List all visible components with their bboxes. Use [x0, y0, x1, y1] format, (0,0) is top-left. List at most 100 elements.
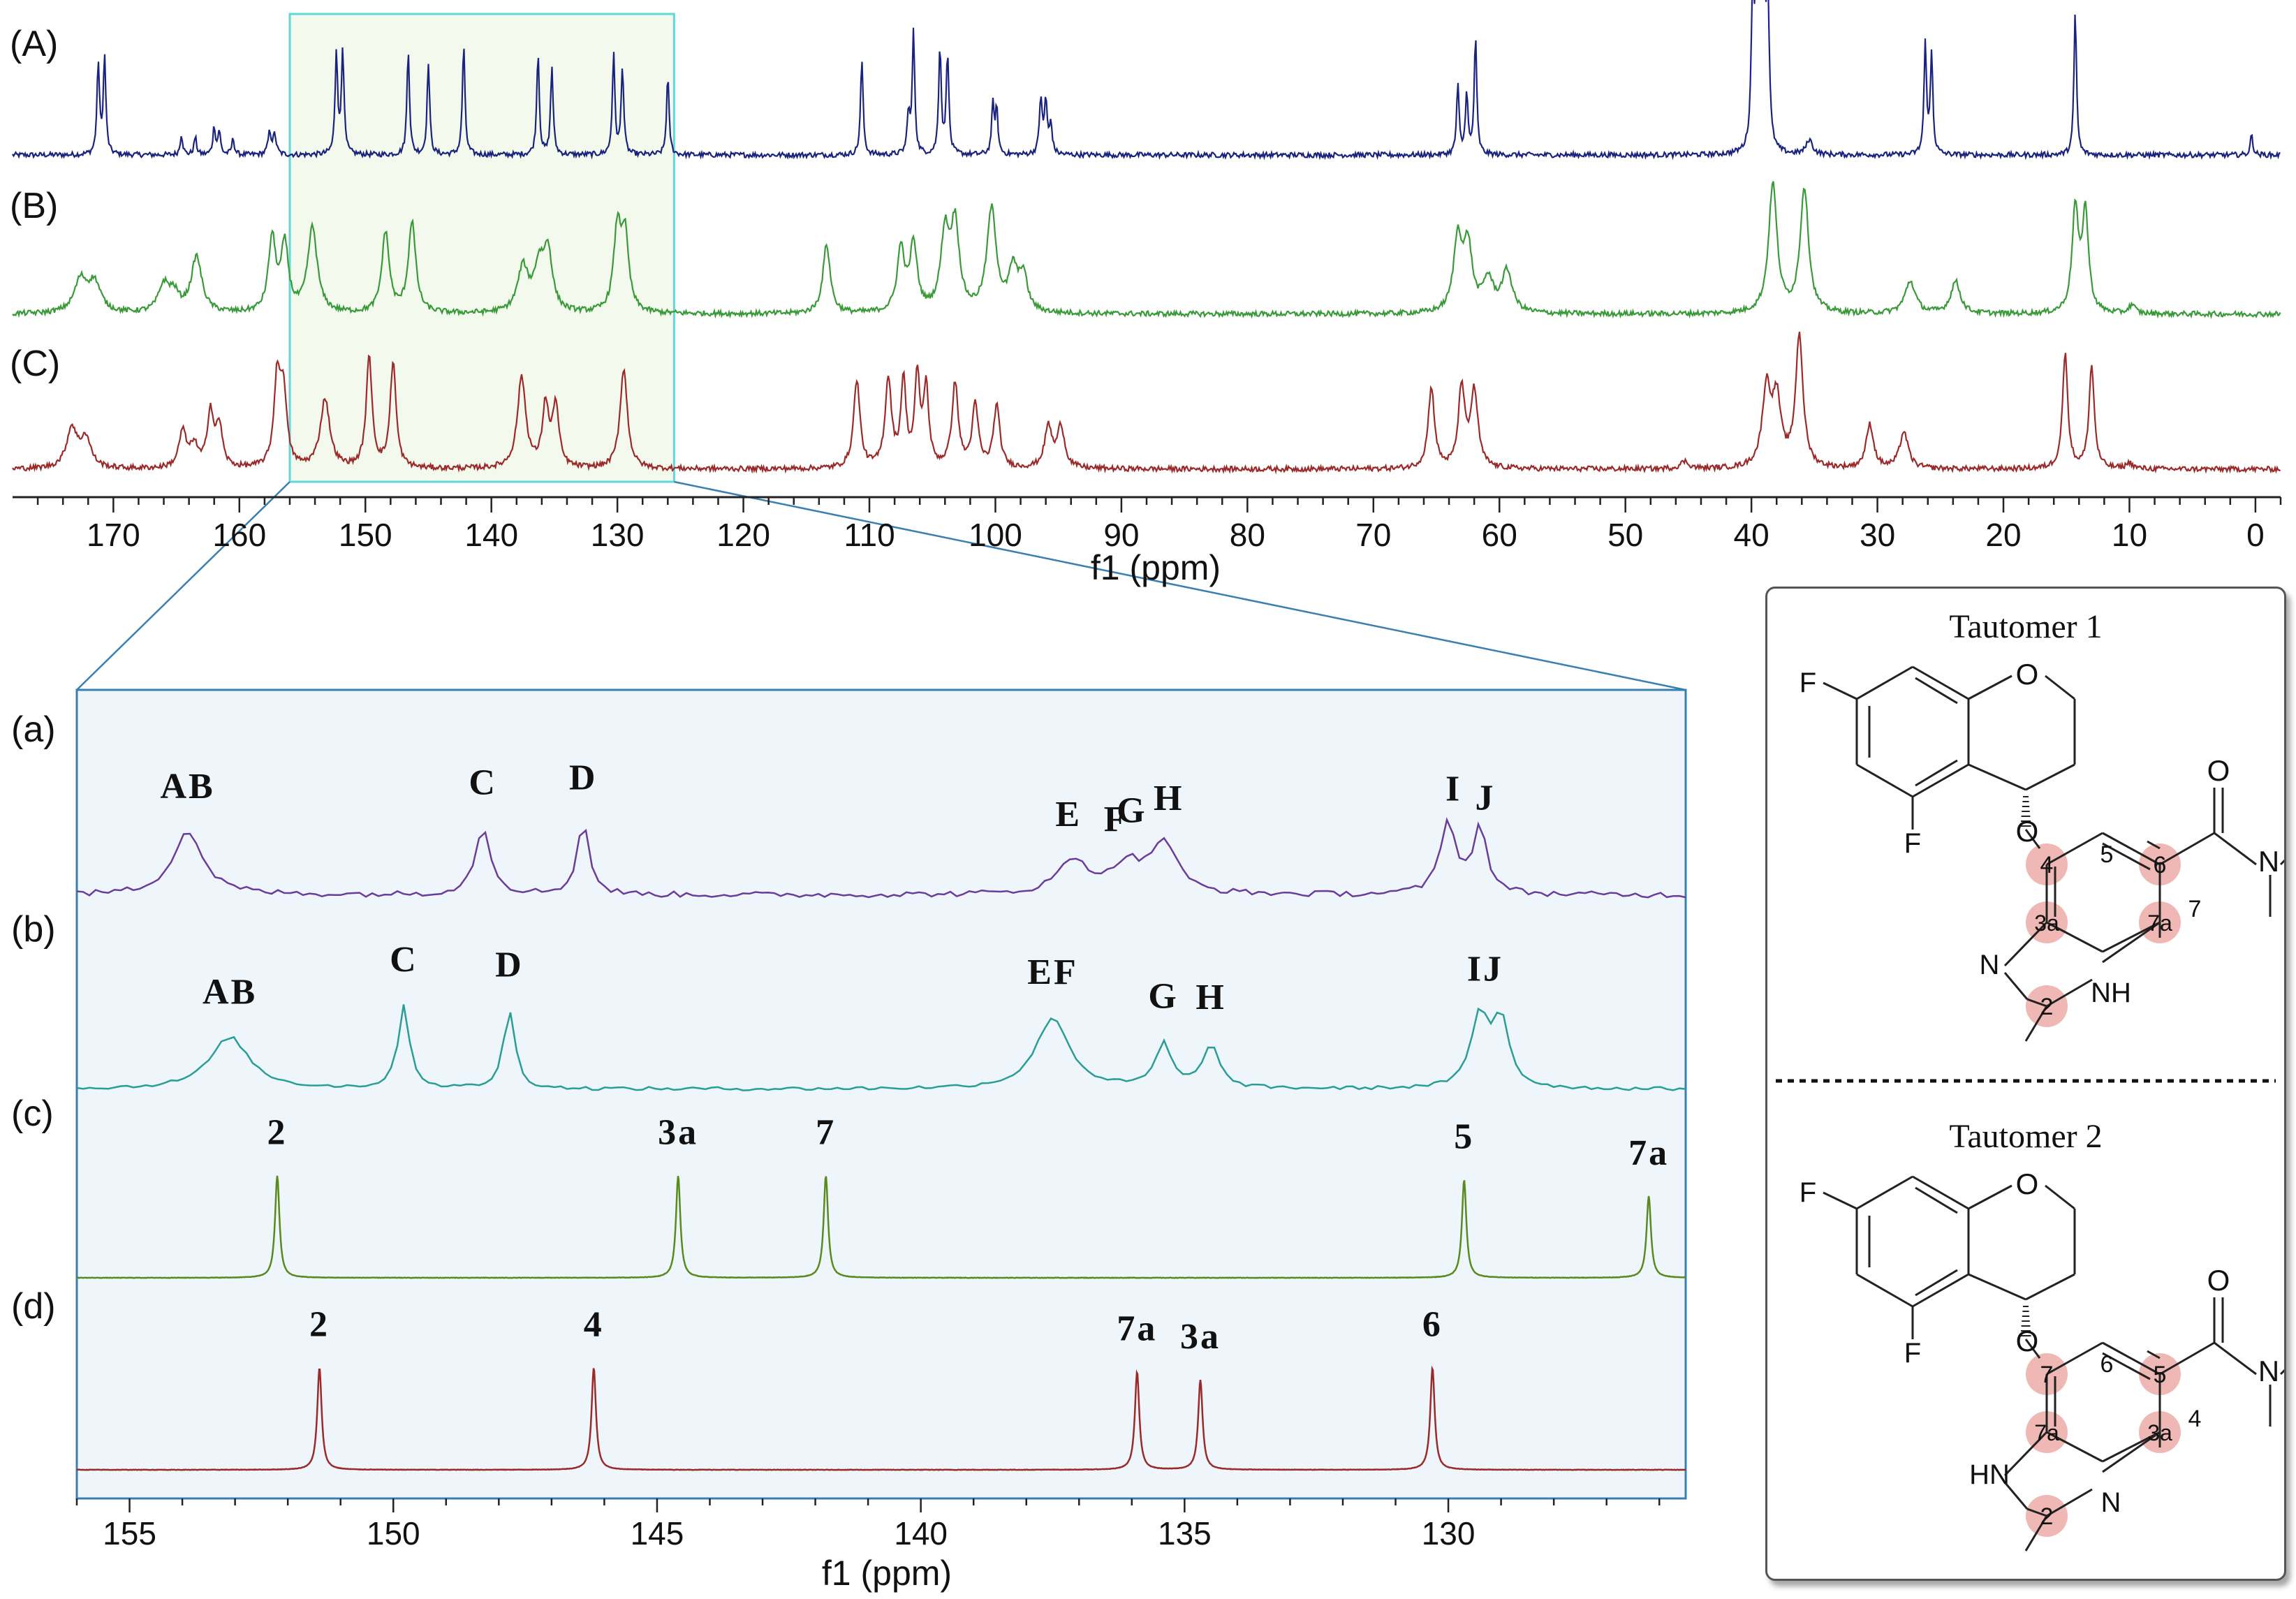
top-axis-tick-label: 100: [969, 517, 1022, 553]
bond: [2046, 832, 2103, 866]
bond: [1915, 759, 1958, 787]
top-axis-tick-label: 110: [844, 517, 895, 553]
peak-label: H: [1154, 779, 1184, 818]
bond: [1968, 675, 2012, 700]
nitrogen-label: N: [2101, 1487, 2121, 1518]
oxygen-label: O: [2016, 1325, 2039, 1357]
atom-number: 7: [2040, 1362, 2054, 1388]
bond: [1968, 763, 2026, 791]
zoom-trace-label-4: (d): [11, 1286, 56, 1327]
bond: [1856, 665, 1913, 700]
bond: [2102, 1352, 2151, 1380]
bond: [1912, 1273, 1969, 1308]
peak-label: D: [495, 945, 524, 985]
atom-number: 4: [2188, 1406, 2202, 1432]
bond: [1856, 1273, 1913, 1308]
atom-number: 2: [2040, 994, 2054, 1020]
nh-label: NH: [2091, 978, 2131, 1008]
top-spectra-group: (A) (B) (C): [10, 0, 2281, 475]
tautomer-2-structure: F O F O O N HN N 7 6 5 7a 3a 4 2: [1800, 1167, 2284, 1552]
peak-label: F: [1104, 800, 1128, 839]
bond: [2046, 1341, 2103, 1376]
peak-label: 3a: [1180, 1317, 1221, 1357]
peak-label: G: [1117, 790, 1147, 830]
peak-label: E: [1055, 795, 1082, 834]
tautomer-1-title: Tautomer 1: [1949, 608, 2102, 645]
top-axis-tick-label: 90: [1103, 517, 1139, 553]
peak-label: I: [1445, 769, 1462, 809]
zoom-x-axis-title: f1 (ppm): [822, 1554, 952, 1593]
spectrum-label-3: (C): [10, 344, 60, 384]
zoom-axis-tick-label: 140: [894, 1515, 948, 1552]
zoom-trace-label-3: (c): [11, 1093, 54, 1134]
spectrum-label-2: (B): [10, 186, 58, 226]
bond: [2003, 1431, 2048, 1477]
atom-number: 3a: [2034, 911, 2059, 936]
zoom-connector-left: [76, 481, 290, 691]
peak-label: 7a: [1628, 1133, 1669, 1173]
spectrum-trace-1: [12, 0, 2281, 161]
bond: [2046, 1488, 2093, 1517]
bond: [2045, 1184, 2075, 1210]
atom-number: 3a: [2147, 1420, 2172, 1445]
bond: [2147, 840, 2161, 850]
bond: [2025, 1273, 2075, 1301]
peak-label: J: [1475, 779, 1495, 818]
fluorine-label: F: [1800, 668, 1816, 698]
top-x-axis: 170 160 150 140 130 120 110 100 90 80 70 60 50 40 30 20…: [13, 496, 2282, 553]
zoom-trace-label-1: (a): [11, 709, 56, 750]
oxygen-label: O: [2207, 754, 2230, 787]
peak-label: G: [1148, 976, 1178, 1016]
zoom-axis-tick-label: 145: [631, 1515, 684, 1552]
peak-label: H: [1195, 978, 1226, 1017]
zoom-panel-background: [75, 688, 1687, 1500]
fluorine-label: F: [1800, 1177, 1816, 1208]
oxygen-label: O: [2016, 1167, 2039, 1200]
top-axis-tick-label: 0: [2246, 517, 2265, 553]
zoom-trace-1: [76, 817, 1686, 899]
top-axis-tick-label: 20: [1985, 517, 2021, 553]
peak-label: IJ: [1467, 949, 1503, 989]
peak-label: AB: [161, 767, 215, 806]
peak-label: 7: [816, 1113, 836, 1153]
fluorine-label: F: [1904, 828, 1921, 859]
bond: [1968, 1273, 2026, 1301]
nitrogen-label: N: [2258, 845, 2279, 878]
bond: [1915, 677, 1958, 705]
peak-label: 7a: [1117, 1309, 1157, 1348]
atom-number: 2: [2040, 1503, 2054, 1530]
peak-label: 3a: [658, 1113, 698, 1153]
bond: [2159, 832, 2215, 866]
tautomer-panel: Tautomer 1 F O F O O N N NH 4 5 6 3a 7a 7 2 Tautomer 2…: [1765, 587, 2286, 1581]
bond: [2045, 675, 2075, 700]
zoom-axis-tick-label: 135: [1158, 1515, 1212, 1552]
top-x-axis-title: f1 (ppm): [1091, 548, 1221, 587]
top-axis-tick-label: 80: [1230, 517, 1265, 553]
bond: [2046, 978, 2093, 1008]
nitrogen-label: N: [1980, 950, 2000, 980]
bond: [2003, 1482, 2029, 1510]
zoom-trace-3: [76, 1175, 1686, 1279]
zoom-region-box: [288, 13, 675, 483]
spectrum-label-1: (A): [10, 24, 58, 64]
peak-label: 4: [584, 1305, 604, 1345]
zoom-axis-tick-label: 150: [367, 1515, 420, 1552]
bond: [1823, 1191, 1857, 1210]
peak-label: D: [569, 758, 598, 797]
nh-label: HN: [1969, 1459, 2010, 1490]
top-axis-tick-label: 70: [1355, 517, 1391, 553]
bond: [2003, 921, 2048, 967]
bond: [1856, 763, 1913, 798]
bond: [2159, 1341, 2215, 1376]
zoom-trace-label-2: (b): [11, 909, 56, 950]
bond: [2025, 763, 2075, 791]
bond: [2026, 1508, 2047, 1517]
atom-number: 7: [2188, 896, 2202, 922]
bond: [2046, 1431, 2103, 1463]
peak-label: 2: [309, 1305, 330, 1345]
atom-number: 4: [2040, 852, 2054, 878]
peak-label: 2: [267, 1113, 288, 1153]
top-axis-tick-label: 60: [1482, 517, 1517, 553]
oxygen-label: O: [2016, 658, 2039, 691]
top-axis-tick-label: 130: [591, 517, 645, 553]
